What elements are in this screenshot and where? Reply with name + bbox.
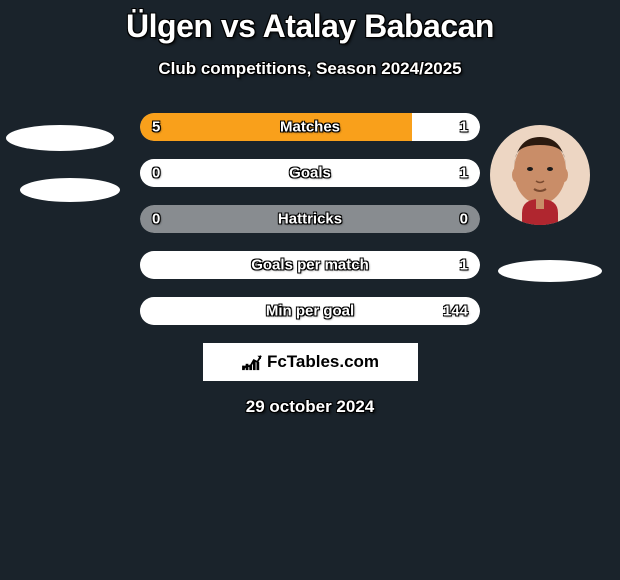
stat-value-left: 0 xyxy=(152,211,160,228)
stat-value-right: 144 xyxy=(443,303,468,320)
watermark-text: FcTables.com xyxy=(267,352,379,372)
stat-value-right: 1 xyxy=(460,257,468,274)
stat-row: Goals per match 1 xyxy=(140,251,480,279)
stat-label: Matches xyxy=(280,119,340,136)
stat-bar-right xyxy=(412,113,480,141)
stat-value-left: 5 xyxy=(152,119,160,136)
stat-label: Goals per match xyxy=(251,257,369,274)
subtitle: Club competitions, Season 2024/2025 xyxy=(0,59,620,79)
page-title: Ülgen vs Atalay Babacan xyxy=(0,0,620,45)
stat-row: 5 Matches 1 xyxy=(140,113,480,141)
stat-label: Goals xyxy=(289,165,331,182)
stats-container: 5 Matches 1 0 Goals 1 0 Hattricks 0 Goals per mat… xyxy=(0,113,620,325)
stat-value-left: 0 xyxy=(152,165,160,182)
stat-label: Min per goal xyxy=(266,303,354,320)
stat-value-right: 0 xyxy=(460,211,468,228)
stat-row: Min per goal 144 xyxy=(140,297,480,325)
stat-value-right: 1 xyxy=(460,165,468,182)
watermark: FcTables.com xyxy=(203,343,418,381)
stat-bar-left xyxy=(140,113,412,141)
date: 29 october 2024 xyxy=(0,397,620,417)
stat-row: 0 Hattricks 0 xyxy=(140,205,480,233)
stat-value-right: 1 xyxy=(460,119,468,136)
chart-up-icon xyxy=(241,353,263,371)
stat-row: 0 Goals 1 xyxy=(140,159,480,187)
stat-label: Hattricks xyxy=(278,211,342,228)
